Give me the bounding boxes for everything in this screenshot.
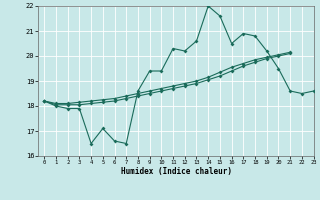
X-axis label: Humidex (Indice chaleur): Humidex (Indice chaleur) (121, 167, 231, 176)
